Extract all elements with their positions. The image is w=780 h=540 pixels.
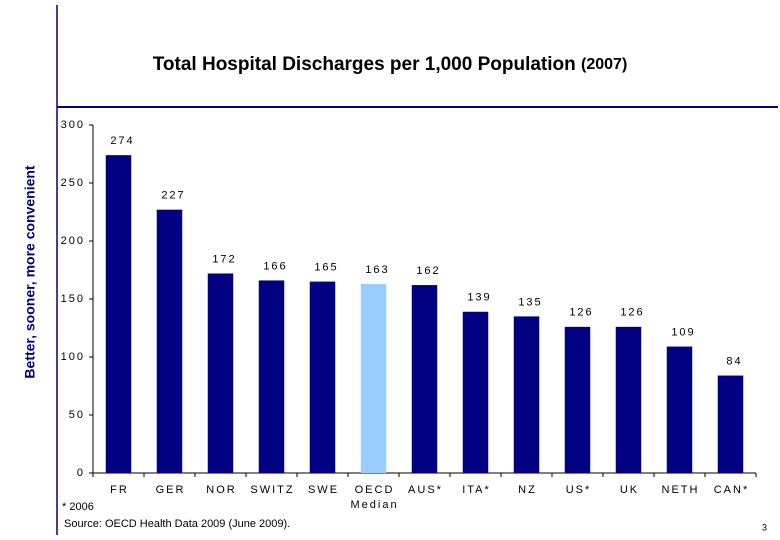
data-label: 135 [518,296,542,308]
data-label: 84 [726,355,742,367]
bar [513,316,540,473]
x-tick-label: FR [110,484,129,496]
data-label: 166 [263,260,287,272]
subtitle: (2007) [581,56,627,73]
source: Source: OECD Health Data 2009 (June 2009… [64,518,290,530]
data-label: 109 [671,326,695,338]
data-label: 172 [212,253,236,265]
y-tick-label: 250 [61,177,85,189]
data-label: 126 [569,307,593,319]
x-tick-label: NZ [518,484,537,496]
x-tick-label: GER [155,484,186,496]
y-tick-label: 200 [61,235,85,247]
data-label: 227 [161,190,185,202]
x-tick-label: CAN* [713,484,750,496]
chart-title: Total Hospital Discharges per 1,000 Popu… [153,54,628,75]
x-tick-label: ITA* [462,484,491,496]
x-tick-label: NETH [661,484,700,496]
data-label: 163 [365,264,389,276]
bar [666,346,693,473]
x-tick-label: SWITZ [250,484,295,496]
x-tick-label: AUS* [408,484,443,496]
x-tick-label: UK [619,484,640,496]
data-label: 162 [416,265,440,277]
data-label: 126 [620,307,644,319]
bar [564,326,591,473]
bar [717,375,744,473]
y-tick-label: 150 [61,293,85,305]
bar [360,283,387,473]
x-tick-label: SWE [307,484,340,496]
y-tick-label: 100 [61,351,85,363]
bar [309,281,336,473]
bar [462,311,489,473]
y-tick-label: 0 [77,467,85,479]
x-tick-label: US* [565,484,592,496]
footnote: * 2006 [62,501,94,513]
data-label: 139 [467,292,491,304]
page-number: 3 [762,522,767,532]
bar [156,209,183,473]
x-tick-label: NOR [206,484,237,496]
bar [615,326,642,473]
bar [207,273,234,473]
bar [105,155,132,473]
x-tick-label: OECD Median [350,484,399,511]
bar [258,280,285,473]
data-label: 165 [314,262,338,274]
y-tick-label: 300 [61,119,85,131]
data-label: 274 [110,135,134,147]
slogan: Better, sooner, more convenient [22,165,38,379]
title: Total Hospital Discharges per 1,000 Popu… [153,54,576,75]
y-tick-label: 50 [69,409,85,421]
bar [411,285,438,473]
